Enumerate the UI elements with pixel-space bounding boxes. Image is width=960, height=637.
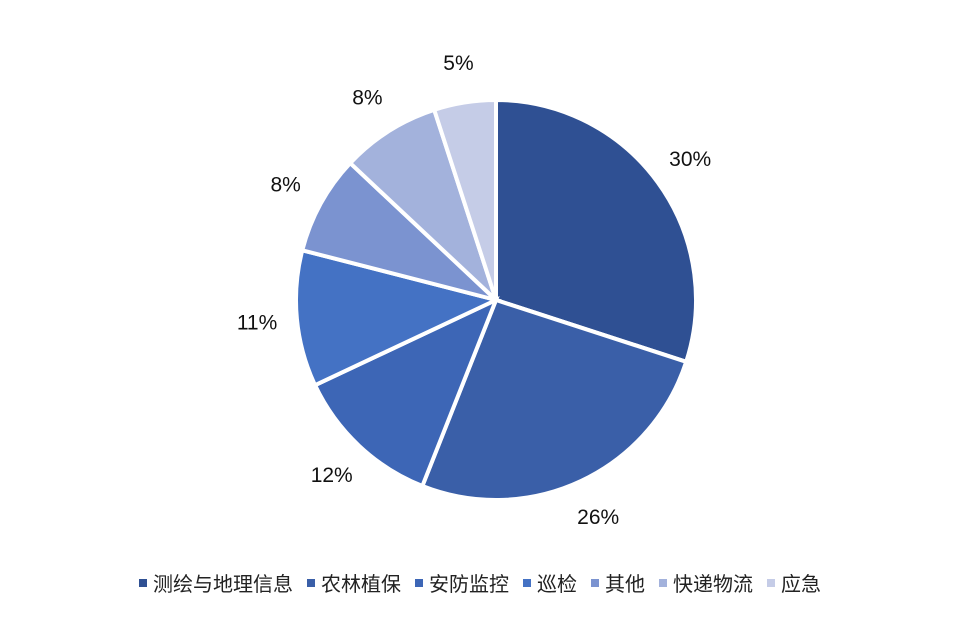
pie-slice-1 xyxy=(494,97,698,365)
data-label: 30% xyxy=(669,148,711,171)
legend-swatch xyxy=(523,578,531,587)
legend-item: 应急 xyxy=(767,568,821,597)
legend-item: 农林植保 xyxy=(307,568,401,597)
data-label: 12% xyxy=(311,464,353,487)
legend-swatch xyxy=(767,578,775,587)
legend-swatch xyxy=(307,578,315,587)
legend-item: 巡检 xyxy=(523,568,577,597)
legend-label: 其他 xyxy=(605,572,645,596)
legend-item: 快递物流 xyxy=(659,568,753,597)
data-label: 11% xyxy=(237,312,277,335)
pie-slice-3 xyxy=(312,296,500,489)
legend-item: 安防监控 xyxy=(415,568,509,597)
legend-swatch xyxy=(659,578,667,587)
legend-swatch xyxy=(591,578,599,587)
legend-label: 快递物流 xyxy=(673,572,753,596)
pie-slice-2 xyxy=(419,297,689,502)
data-label: 5% xyxy=(443,52,473,75)
legend-label: 农林植保 xyxy=(321,572,401,596)
legend-swatch xyxy=(139,578,147,587)
data-label: 26% xyxy=(577,506,619,529)
pie-slice-4 xyxy=(294,247,502,388)
pie-slice-7 xyxy=(431,97,498,301)
legend-label: 应急 xyxy=(781,572,821,596)
legend-item: 其他 xyxy=(591,568,645,597)
legend-item: 测绘与地理信息 xyxy=(139,568,293,597)
data-label: 8% xyxy=(352,86,382,109)
legend-swatch xyxy=(415,578,423,587)
legend-label: 巡检 xyxy=(537,572,577,596)
legend: 测绘与地理信息 农林植保 安防监控 巡检 其他 快递物流 应急 xyxy=(0,568,960,597)
legend-label: 测绘与地理信息 xyxy=(153,572,293,596)
legend-label: 安防监控 xyxy=(429,572,509,596)
data-label: 8% xyxy=(271,173,301,196)
